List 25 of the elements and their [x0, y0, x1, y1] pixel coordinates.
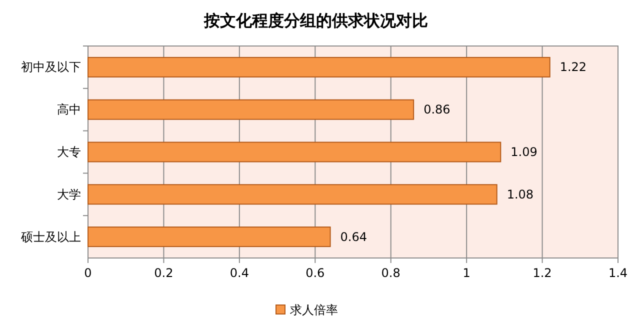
legend-label: 求人倍率 — [290, 303, 338, 317]
x-tick-label: 0.6 — [306, 266, 325, 280]
x-tick-label: 1 — [462, 266, 470, 280]
bar — [88, 56, 550, 78]
data-label: 1.09 — [510, 145, 538, 159]
x-tick-label: 0.2 — [154, 266, 174, 280]
x-tick-label: 1.2 — [532, 266, 552, 280]
y-tick-label: 大专 — [57, 145, 81, 159]
data-label: 0.64 — [340, 230, 368, 244]
y-tick-label: 大学 — [57, 187, 81, 202]
data-label: 1.08 — [506, 187, 534, 202]
y-tick-label: 硕士及以上 — [20, 230, 81, 244]
x-tick-label: 0 — [84, 266, 92, 280]
x-tick-label: 0.8 — [381, 266, 400, 280]
y-tick-label: 初中及以下 — [21, 60, 81, 74]
bar — [88, 226, 331, 248]
x-tick-label: 0.4 — [230, 266, 249, 280]
bar — [88, 142, 502, 162]
x-tick-label: 1.4 — [608, 266, 628, 280]
bar — [88, 99, 414, 120]
chart-title: 按文化程度分组的供求状况对比 — [203, 11, 428, 30]
data-label: 0.86 — [424, 102, 450, 117]
y-tick-label: 高中 — [57, 102, 81, 117]
data-label: 1.22 — [560, 60, 587, 74]
bar — [88, 184, 498, 205]
